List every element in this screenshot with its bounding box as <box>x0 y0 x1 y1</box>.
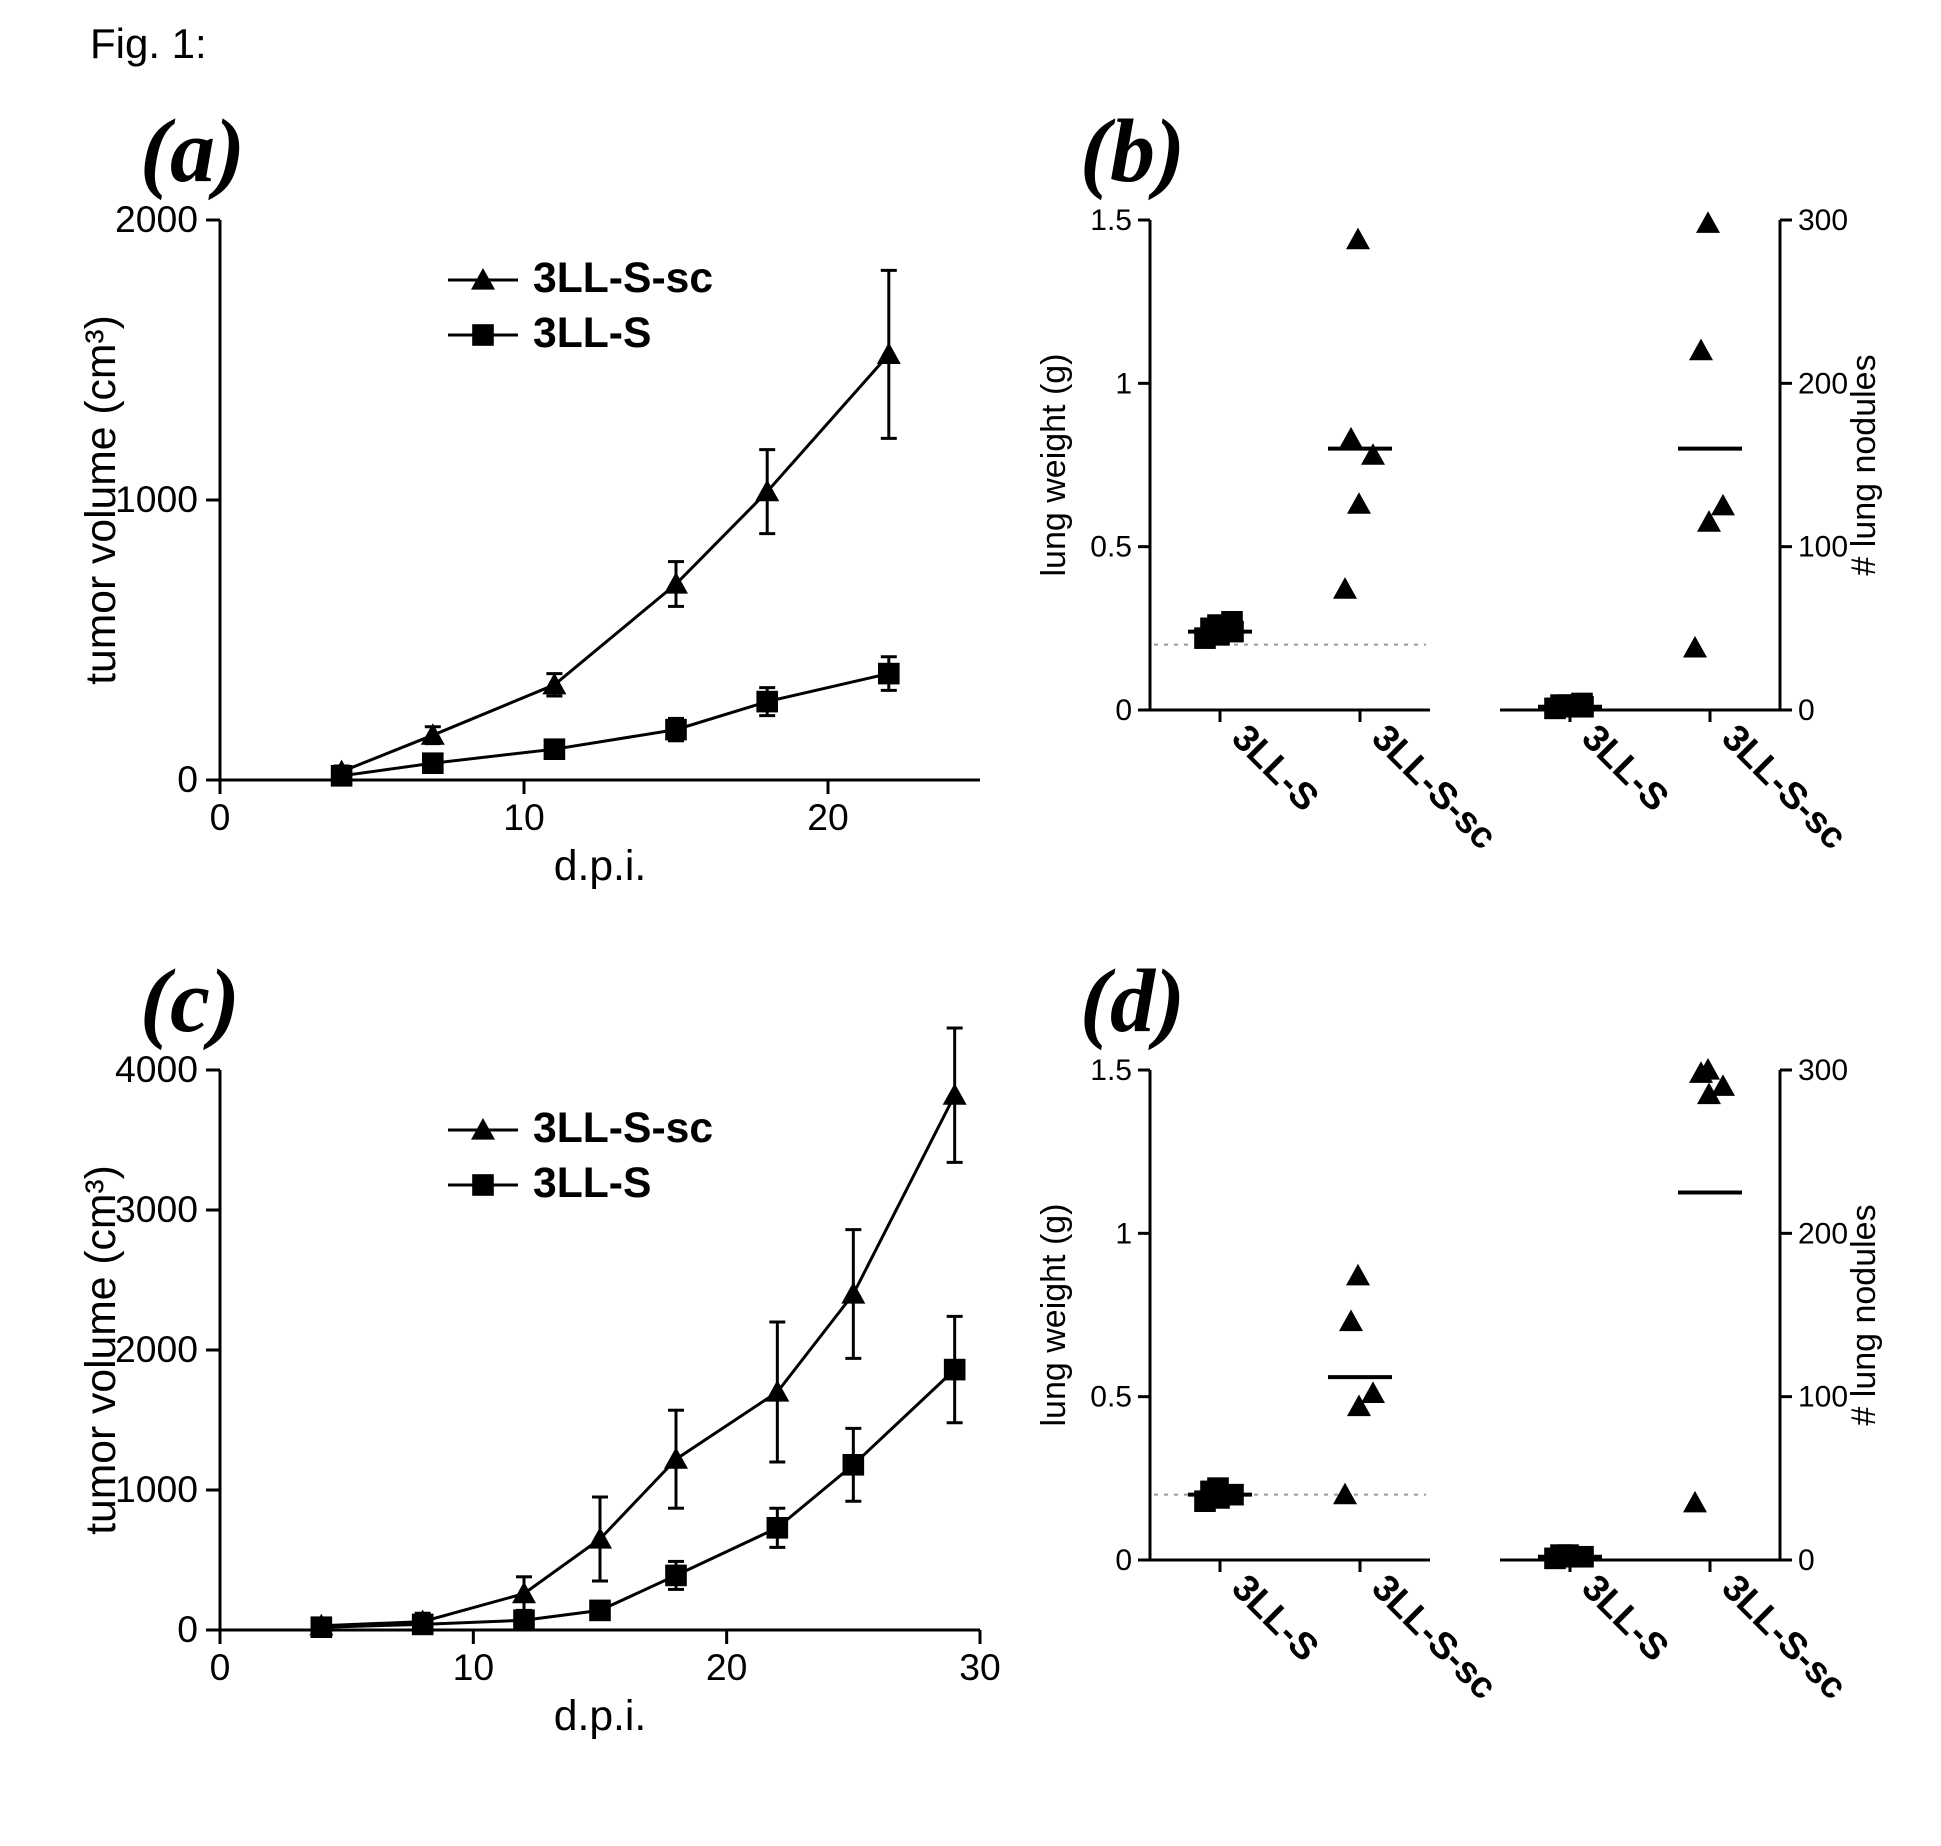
svg-text:d.p.i.: d.p.i. <box>554 842 646 890</box>
svg-text:tumor volume (cm³): tumor volume (cm³) <box>77 1165 125 1535</box>
svg-text:lung weight (g): lung weight (g) <box>1035 353 1073 576</box>
svg-text:0: 0 <box>177 758 198 800</box>
svg-text:3LL-S: 3LL-S <box>533 309 651 357</box>
svg-text:200: 200 <box>1798 1217 1848 1250</box>
svg-text:3LL-S-sc: 3LL-S-sc <box>1364 1566 1505 1707</box>
svg-text:1: 1 <box>1115 1217 1132 1250</box>
svg-text:4000: 4000 <box>115 1048 198 1090</box>
svg-text:30: 30 <box>959 1646 1001 1688</box>
svg-text:2000: 2000 <box>115 198 198 240</box>
svg-text:lung weight (g): lung weight (g) <box>1035 1203 1073 1426</box>
svg-text:20: 20 <box>807 796 849 838</box>
svg-text:200: 200 <box>1798 367 1848 400</box>
svg-text:300: 300 <box>1798 1054 1848 1087</box>
svg-text:0: 0 <box>1115 694 1132 727</box>
svg-text:10: 10 <box>503 796 545 838</box>
svg-text:0: 0 <box>210 1646 231 1688</box>
svg-text:0.5: 0.5 <box>1090 1381 1132 1414</box>
svg-text:0: 0 <box>1115 1544 1132 1577</box>
chart-d: 00.511.5lung weight (g)3LL-S3LL-S-sc0100… <box>1030 1020 1900 1760</box>
svg-text:# lung nodules: # lung nodules <box>1845 354 1883 575</box>
svg-text:3LL-S: 3LL-S <box>1574 1566 1677 1669</box>
svg-text:3000: 3000 <box>115 1188 198 1230</box>
svg-text:0: 0 <box>177 1608 198 1650</box>
svg-text:0: 0 <box>1798 694 1815 727</box>
svg-text:3LL-S-sc: 3LL-S-sc <box>533 254 713 302</box>
chart-b: 00.511.5lung weight (g)3LL-S3LL-S-sc0100… <box>1030 170 1900 910</box>
svg-text:tumor volume (cm³): tumor volume (cm³) <box>77 315 125 685</box>
svg-text:1000: 1000 <box>115 478 198 520</box>
svg-text:300: 300 <box>1798 204 1848 237</box>
svg-text:100: 100 <box>1798 531 1848 564</box>
svg-text:0: 0 <box>1798 1544 1815 1577</box>
svg-text:3LL-S-sc: 3LL-S-sc <box>1364 716 1505 857</box>
chart-a: 0 10 20 0 1000 2000 d.p.i. tumor volume (cm³) 3L… <box>70 170 1010 910</box>
svg-text:3LL-S-sc: 3LL-S-sc <box>1714 716 1855 857</box>
svg-text:3LL-S: 3LL-S <box>1224 1566 1327 1669</box>
svg-text:0: 0 <box>210 796 231 838</box>
svg-text:1000: 1000 <box>115 1468 198 1510</box>
svg-text:3LL-S: 3LL-S <box>1224 716 1327 819</box>
svg-text:3LL-S-sc: 3LL-S-sc <box>1714 1566 1855 1707</box>
svg-text:2000: 2000 <box>115 1328 198 1370</box>
svg-text:0.5: 0.5 <box>1090 531 1132 564</box>
svg-text:1: 1 <box>1115 367 1132 400</box>
figure-page: Fig. 1: (a) (b) (c) (d) 01020010002000d.… <box>0 0 1941 1846</box>
figure-title: Fig. 1: <box>90 20 207 68</box>
svg-text:# lung nodules: # lung nodules <box>1845 1204 1883 1425</box>
svg-text:1.5: 1.5 <box>1090 204 1132 237</box>
svg-text:3LL-S-sc: 3LL-S-sc <box>533 1104 713 1152</box>
svg-text:20: 20 <box>706 1646 748 1688</box>
svg-text:10: 10 <box>453 1646 495 1688</box>
svg-text:3LL-S: 3LL-S <box>1574 716 1677 819</box>
svg-text:100: 100 <box>1798 1381 1848 1414</box>
svg-text:3LL-S: 3LL-S <box>533 1159 651 1207</box>
svg-text:1.5: 1.5 <box>1090 1054 1132 1087</box>
chart-c: 0 10 20 30 0 1000 2000 3000 4000 d.p.i. tumor volu… <box>70 1020 1010 1760</box>
svg-text:d.p.i.: d.p.i. <box>554 1692 646 1740</box>
